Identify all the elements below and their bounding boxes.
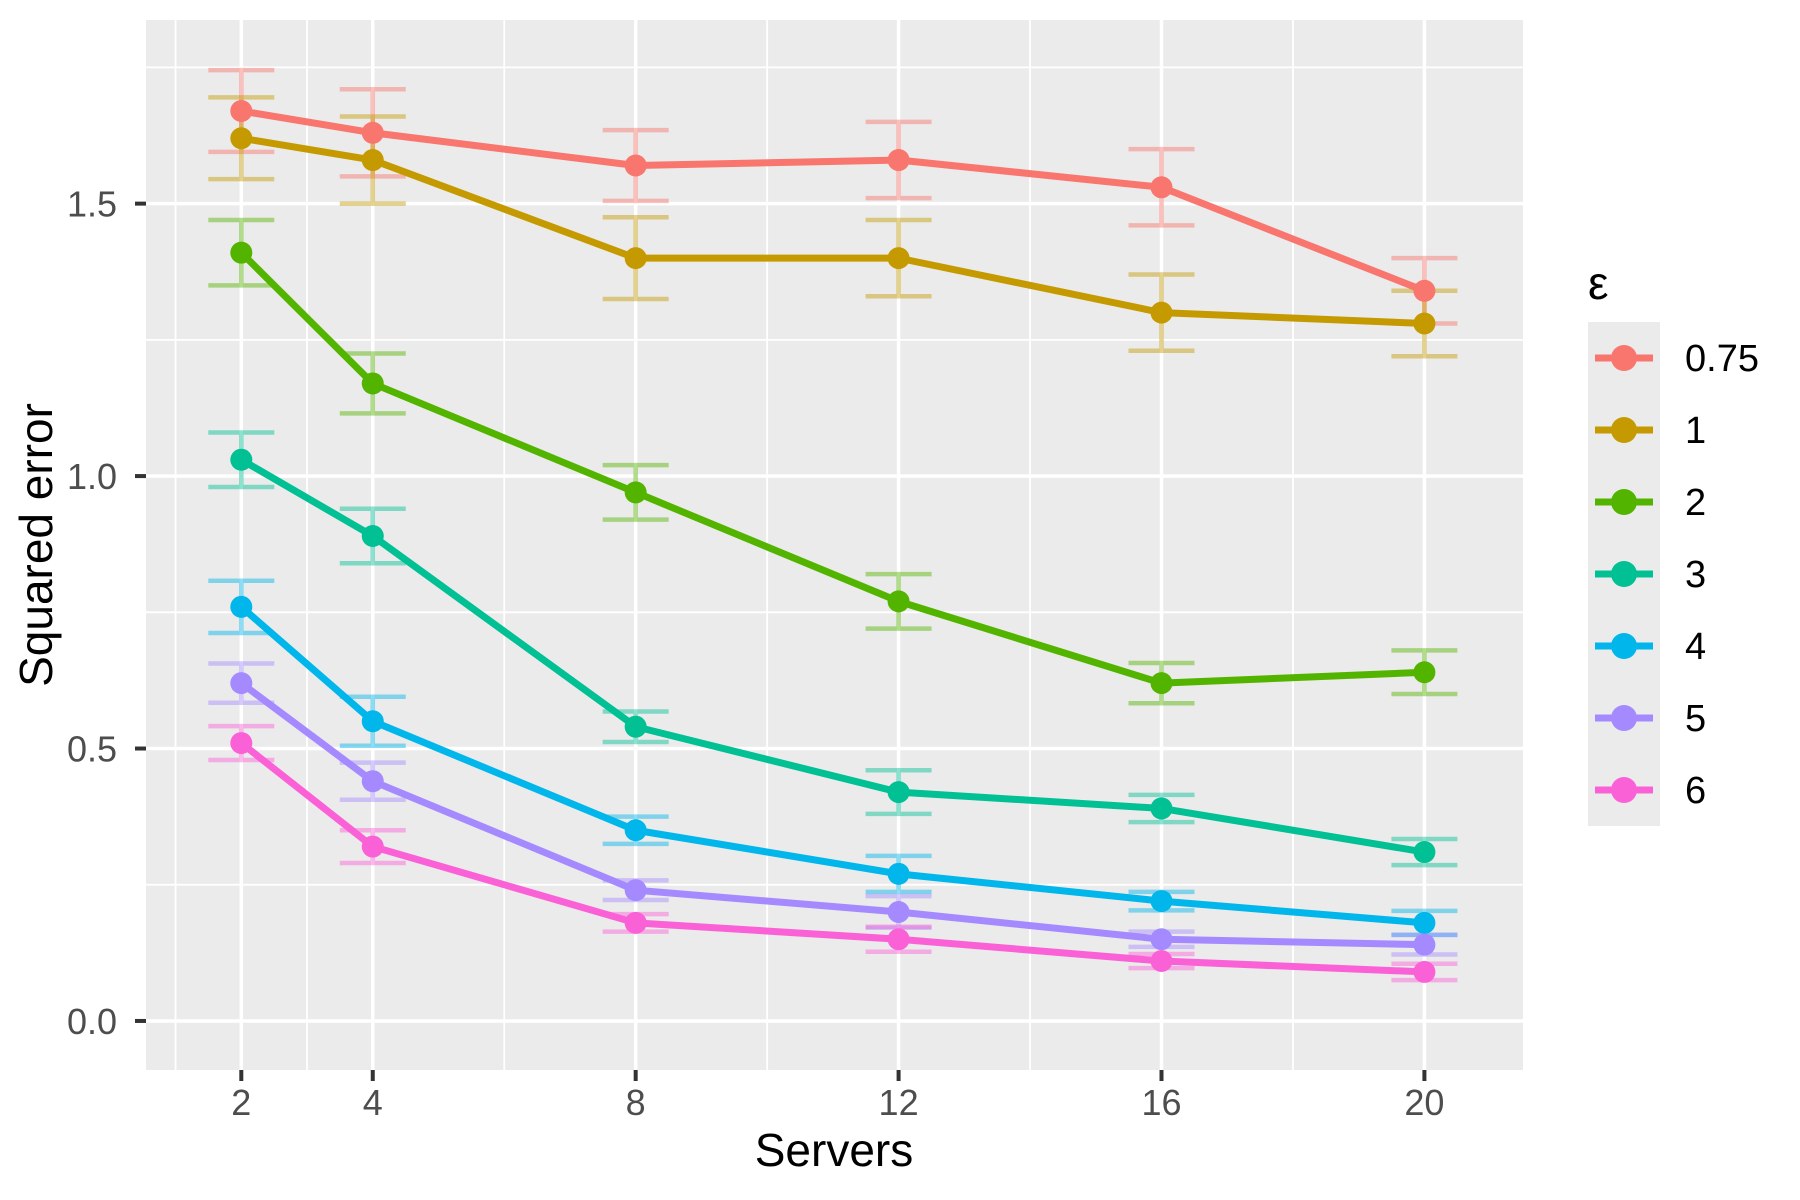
- legend-label-6: 6: [1685, 770, 1706, 812]
- data-point-5: [1150, 928, 1173, 951]
- legend-label-1: 1: [1685, 410, 1706, 452]
- legend-title: ε: [1588, 257, 1609, 309]
- data-point-1: [887, 247, 910, 270]
- data-point-6: [624, 911, 647, 934]
- y-tick-label: 1.5: [67, 184, 117, 225]
- series-line-4: [239, 604, 1425, 927]
- data-point-0.75: [230, 99, 253, 122]
- legend: 0.75 1 2 3 4 5 6: [1588, 322, 1759, 826]
- legend-key-point-5: [1611, 705, 1637, 731]
- legend-key-point-0.75: [1611, 345, 1637, 371]
- data-point-2: [887, 590, 910, 613]
- y-axis-title: Squared error: [10, 403, 62, 687]
- series-line-1: [240, 134, 1425, 327]
- data-point-3: [887, 781, 910, 804]
- series-line-3: [239, 456, 1425, 856]
- x-tick-label: 2: [231, 1082, 251, 1123]
- data-point-2: [230, 241, 253, 264]
- data-point-1: [230, 127, 253, 150]
- x-axis-title: Servers: [755, 1124, 913, 1176]
- legend-key-point-4: [1611, 633, 1637, 659]
- y-tick-label: 1.0: [67, 456, 117, 497]
- data-point-6: [361, 835, 384, 858]
- x-tick-label: 20: [1404, 1082, 1444, 1123]
- x-tick-label: 4: [363, 1082, 383, 1123]
- data-point-5: [624, 879, 647, 902]
- data-point-0.75: [1150, 176, 1173, 199]
- data-point-4: [1150, 890, 1173, 913]
- x-tick-label: 16: [1141, 1082, 1181, 1123]
- data-point-6: [887, 928, 910, 951]
- data-point-0.75: [624, 154, 647, 177]
- data-point-3: [230, 448, 253, 471]
- data-point-3: [1413, 841, 1436, 864]
- data-point-4: [361, 710, 384, 733]
- data-point-4: [230, 595, 253, 618]
- data-point-1: [624, 247, 647, 270]
- data-point-4: [887, 862, 910, 885]
- legend-label-0.75: 0.75: [1685, 338, 1759, 380]
- x-tick-label: 8: [626, 1082, 646, 1123]
- series-line-5: [239, 680, 1425, 949]
- data-point-3: [1150, 797, 1173, 820]
- data-point-6: [230, 732, 253, 755]
- data-point-0.75: [361, 121, 384, 144]
- data-point-1: [1150, 301, 1173, 324]
- data-point-2: [1150, 672, 1173, 695]
- legend-key-point-1: [1611, 417, 1637, 443]
- y-tick-label: 0.5: [67, 729, 117, 770]
- data-point-6: [1150, 950, 1173, 973]
- y-tick-label: 0.0: [67, 1001, 117, 1042]
- legend-key-point-6: [1611, 777, 1637, 803]
- data-point-5: [1413, 933, 1436, 956]
- data-point-0.75: [887, 149, 910, 172]
- series-line-2: [238, 250, 1425, 687]
- series-line-6: [239, 740, 1425, 976]
- data-point-2: [624, 481, 647, 504]
- data-point-4: [1413, 911, 1436, 934]
- data-point-5: [230, 672, 253, 695]
- legend-label-5: 5: [1685, 698, 1706, 740]
- data-point-2: [361, 372, 384, 395]
- x-tick-label: 12: [879, 1082, 919, 1123]
- legend-key-point-3: [1611, 561, 1637, 587]
- data-layer: [208, 67, 1458, 983]
- data-point-3: [361, 525, 384, 548]
- data-point-0.75: [1413, 279, 1436, 302]
- data-point-1: [361, 149, 384, 172]
- legend-label-3: 3: [1685, 554, 1706, 596]
- legend-key-point-2: [1611, 489, 1637, 515]
- data-point-5: [887, 900, 910, 923]
- legend-label-4: 4: [1685, 626, 1706, 668]
- data-point-4: [624, 819, 647, 842]
- axis-layer: 0.0 0.5 1.0 1.5 2 4 8 12 16 20: [67, 184, 1444, 1123]
- legend-label-2: 2: [1685, 482, 1706, 524]
- data-point-1: [1413, 312, 1436, 335]
- data-point-2: [1413, 661, 1436, 684]
- series-line-0.75: [240, 107, 1426, 295]
- data-point-3: [624, 715, 647, 738]
- data-point-6: [1413, 960, 1436, 983]
- data-point-5: [361, 770, 384, 793]
